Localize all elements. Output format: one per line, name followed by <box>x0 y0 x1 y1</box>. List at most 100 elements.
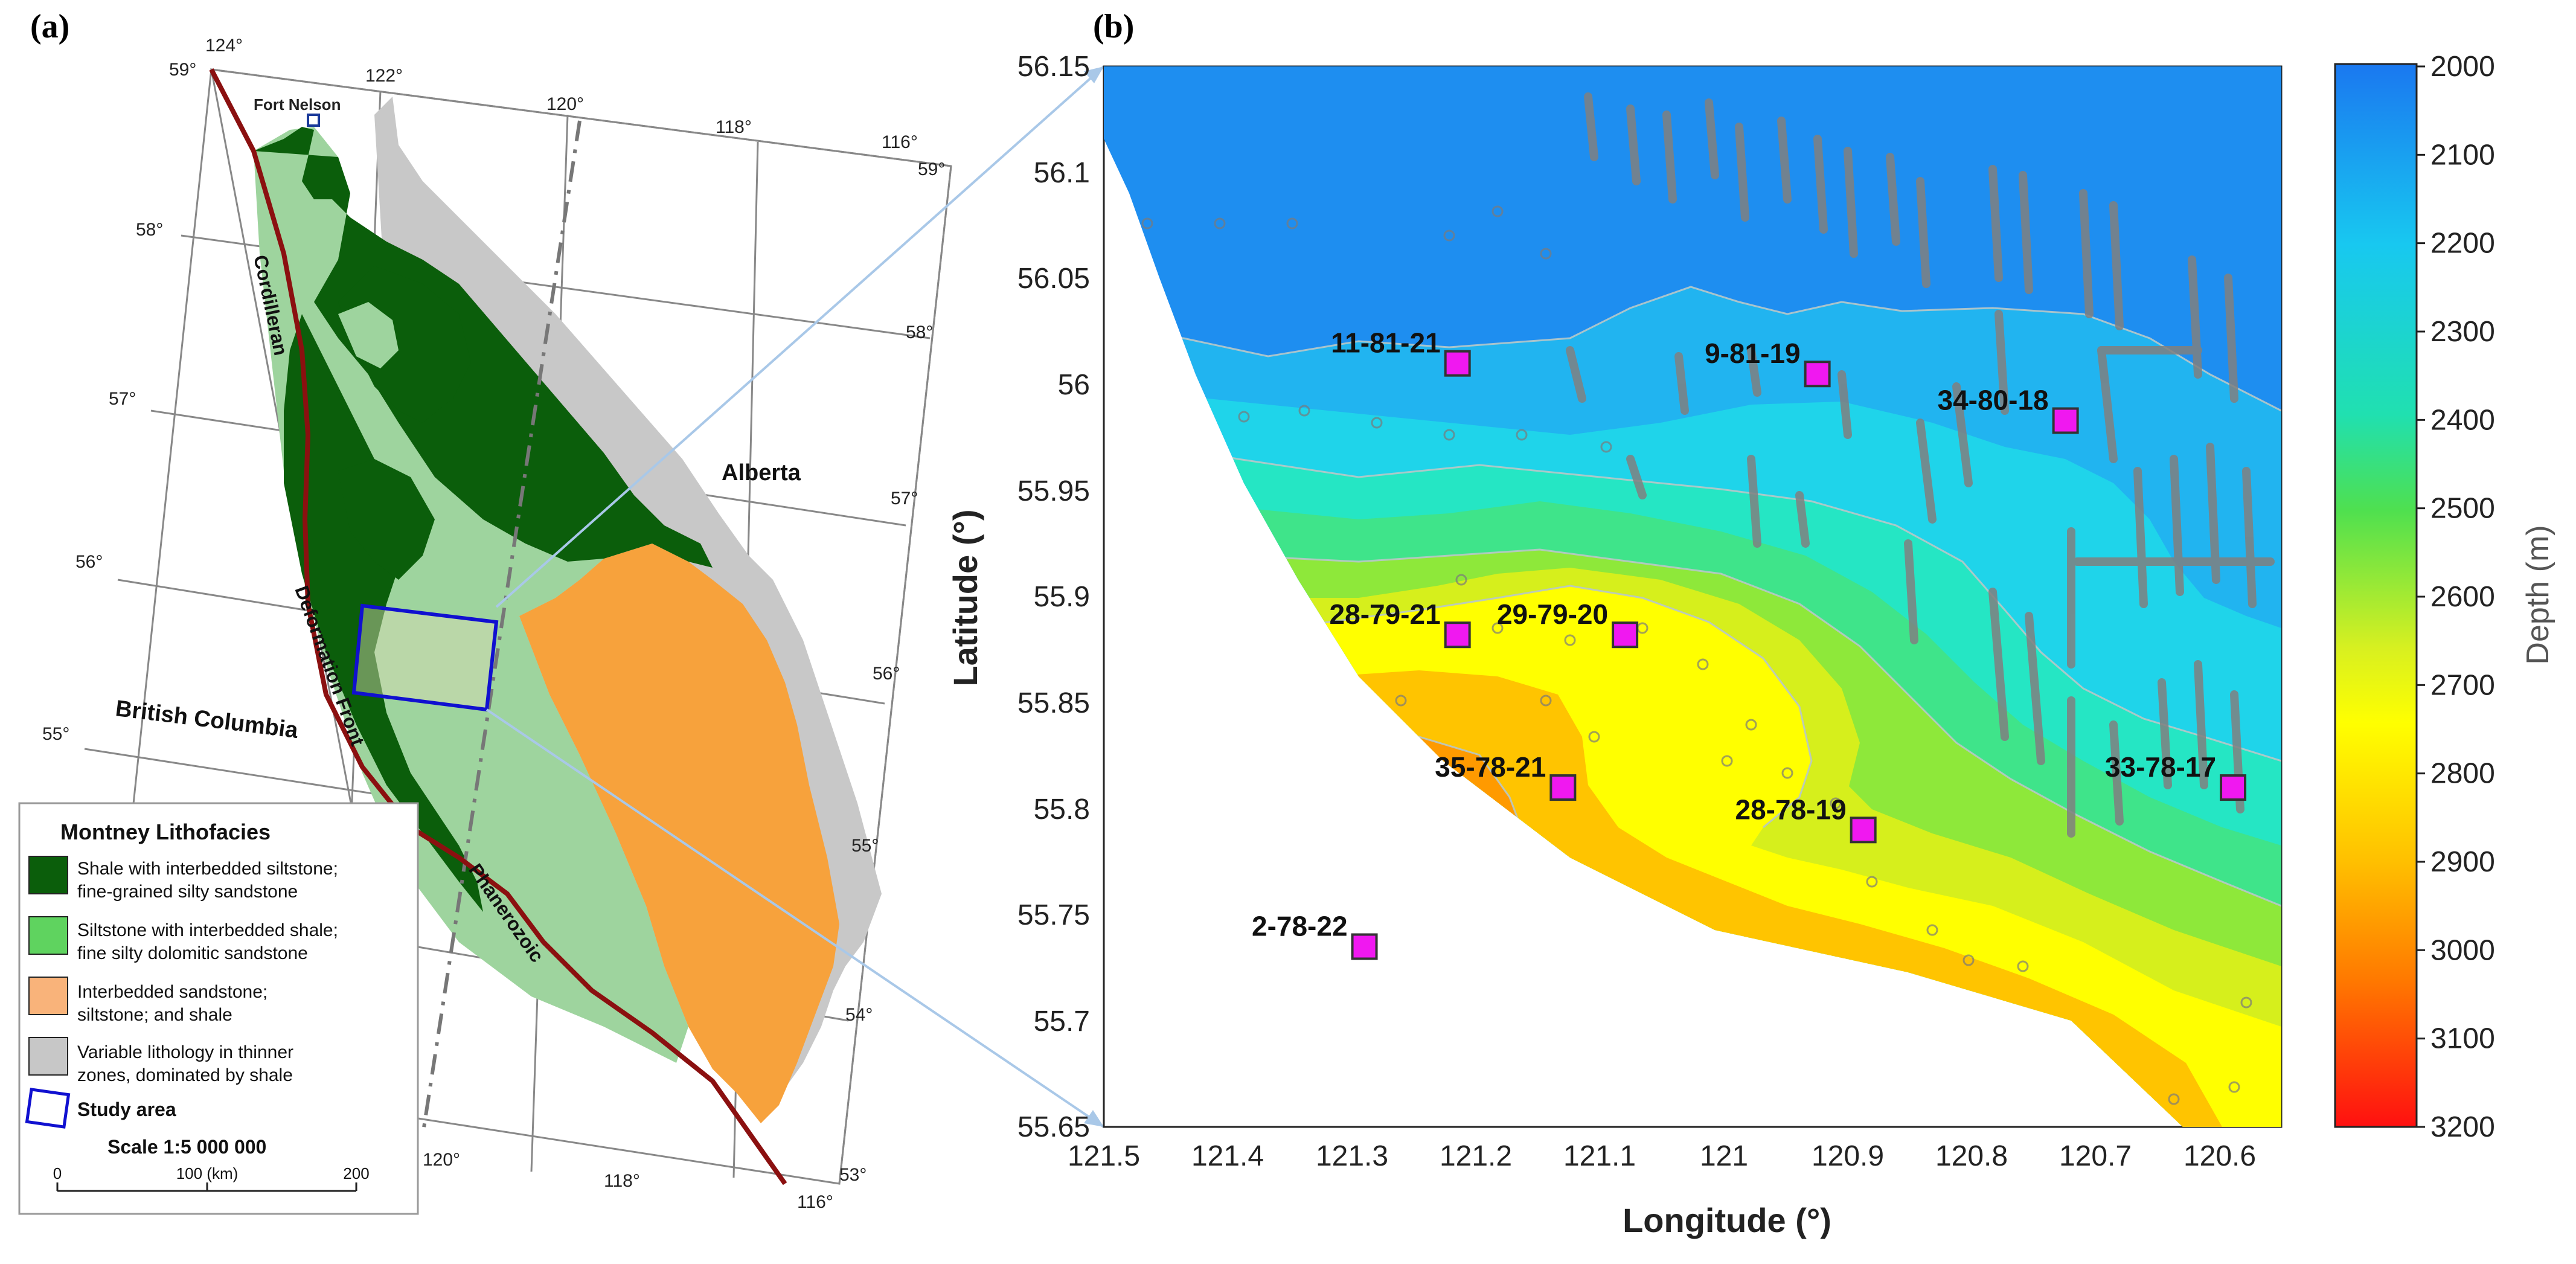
x-tick-120.7: 120.7 <box>2059 1140 2132 1172</box>
panel-a: (a) <box>18 8 1105 1215</box>
lon-label-bottom-120: 120° <box>423 1150 460 1170</box>
well-label-29-79-20: 29-79-20 <box>1497 598 1608 630</box>
x-tick-121: 121 <box>1700 1140 1748 1172</box>
well-marker-35-78-21 <box>1549 774 1577 801</box>
y-tick-56.1: 56.1 <box>1034 157 1090 189</box>
lat-left-55: 55° <box>42 724 69 744</box>
legend-swatch-shale <box>28 856 68 894</box>
y-tick-55.8: 55.8 <box>1034 794 1090 826</box>
colorbar-tick-2700: 2700 <box>2430 669 2495 701</box>
well-marker-11-81-21 <box>1444 350 1471 377</box>
well-label-28-78-19: 28-78-19 <box>1735 794 1847 825</box>
legend: Montney Lithofacies Shale with interbedd… <box>18 802 419 1215</box>
graticule-labels: 124° 122° 120° 118° 116° 120° 118° 116° … <box>42 36 945 1212</box>
well-dots <box>1141 205 2252 1105</box>
study-area-box <box>351 603 499 712</box>
colorbar: 2000 2100 2200 2300 2400 2500 2600 2700 2800 2900… <box>2334 51 2555 1143</box>
colorbar-tick-2600: 2600 <box>2430 581 2495 613</box>
colorbar-ticks: 2000 2100 2200 2300 2400 2500 2600 2700 2800 2900… <box>2417 51 2495 1143</box>
legend-swatch-siltstone <box>28 916 68 955</box>
x-tick-121.4: 121.4 <box>1191 1140 1264 1172</box>
well-label-9-81-19: 9-81-19 <box>1705 338 1801 369</box>
lat-left-57: 57° <box>109 389 136 409</box>
x-tick-121.5: 121.5 <box>1068 1140 1140 1172</box>
colorbar-tick-2900: 2900 <box>2430 846 2495 878</box>
x-tick-120.6: 120.6 <box>2184 1140 2256 1172</box>
colorbar-tick-2400: 2400 <box>2430 404 2495 436</box>
well-marker-2-78-22 <box>1351 933 1378 960</box>
well-marker-28-78-19 <box>1850 816 1877 844</box>
british-columbia-label: British Columbia <box>114 696 300 743</box>
scale-tick-0: 0 <box>53 1164 62 1182</box>
lat-right-58: 58° <box>906 322 933 342</box>
lat-right-57: 57° <box>891 489 918 508</box>
well-label-33-78-17: 33-78-17 <box>2105 751 2216 783</box>
connector-arrow-top <box>1084 66 1104 83</box>
lat-right-56: 56° <box>873 664 900 684</box>
deformation-front-line <box>209 68 787 1185</box>
legend-item-1-line2: fine-grained silty sandstone <box>77 882 298 902</box>
y-tick-55.9: 55.9 <box>1034 581 1090 613</box>
panel-b: (b) <box>946 8 2555 1239</box>
wells-layer: 11-81-21 9-81-19 34-80-18 28-79-21 29-79-20 3… <box>1252 327 2247 960</box>
well-marker-9-81-19 <box>1804 361 1831 388</box>
connector-bottom <box>485 708 1105 1128</box>
legend-item-2-line1: Siltstone with interbedded shale; <box>77 920 338 940</box>
well-label-34-80-18: 34-80-18 <box>1937 385 2048 416</box>
colorbar-gradient <box>2334 63 2418 1128</box>
legend-item-4-line1: Variable lithology in thinner <box>77 1042 293 1062</box>
legend-swatch-sandstone <box>28 977 68 1015</box>
lon-label-122: 122° <box>365 66 403 86</box>
y-tick-56: 56 <box>1058 369 1090 401</box>
colorbar-tick-3200: 3200 <box>2430 1111 2495 1143</box>
well-label-11-81-21: 11-81-21 <box>1331 327 1441 359</box>
connector-arrow-bottom <box>1084 1110 1104 1127</box>
scale-tick-100: 100 (km) <box>176 1164 239 1182</box>
x-tick-121.2: 121.2 <box>1440 1140 1512 1172</box>
lon-label-118: 118° <box>716 117 752 137</box>
y-tick-55.75: 55.75 <box>1017 899 1090 931</box>
legend-swatch-study-area <box>25 1088 71 1129</box>
lat-right-54: 54° <box>845 1005 873 1025</box>
colorbar-tick-2100: 2100 <box>2430 139 2495 171</box>
orange-lithology-zone <box>519 544 839 1123</box>
legend-item-1-line1: Shale with interbedded siltstone; <box>77 859 338 879</box>
y-tick-56.15: 56.15 <box>1017 51 1090 83</box>
lon-label-120: 120° <box>546 94 584 114</box>
dash-dot-line <box>421 120 582 1136</box>
y-ticks: 56.15 56.1 56.05 56 55.95 55.9 55.85 55.… <box>1017 51 1090 1143</box>
scale-text: Scale 1:5 000 000 <box>107 1136 266 1158</box>
fort-nelson-label: Fort Nelson <box>254 95 341 114</box>
dark-green-lobe-2 <box>338 459 435 580</box>
lon-label-bottom-116: 116° <box>797 1192 833 1212</box>
x-tick-120.9: 120.9 <box>1812 1140 1884 1172</box>
scale-bar <box>56 1182 357 1192</box>
legend-item-2-line2: fine silty dolomitic sandstone <box>77 943 308 963</box>
y-tick-55.95: 55.95 <box>1017 475 1090 507</box>
legend-swatch-variable <box>28 1037 68 1076</box>
alberta-label: Alberta <box>722 460 801 486</box>
well-traces <box>1566 92 2275 838</box>
scale-tick-200: 200 <box>343 1164 369 1182</box>
lon-label-bottom-118: 118° <box>604 1171 640 1191</box>
lat-right-59: 59° <box>918 159 945 179</box>
x-axis-label: Longitude (°) <box>1623 1201 1831 1239</box>
legend-item-4-line2: zones, dominated by shale <box>77 1065 293 1085</box>
x-tick-121.1: 121.1 <box>1563 1140 1636 1172</box>
lat-right-55: 55° <box>851 836 879 856</box>
lon-label-116: 116° <box>882 132 918 152</box>
well-marker-33-78-17 <box>2220 774 2247 801</box>
colorbar-tick-2300: 2300 <box>2430 316 2495 348</box>
well-label-28-79-21: 28-79-21 <box>1330 598 1441 630</box>
colorbar-tick-3100: 3100 <box>2430 1023 2495 1055</box>
legend-item-3-line1: Interbedded sandstone; <box>77 982 268 1002</box>
well-marker-34-80-18 <box>2052 407 2079 434</box>
y-tick-55.65: 55.65 <box>1017 1111 1090 1143</box>
lat-left-56: 56° <box>75 552 103 572</box>
y-tick-56.05: 56.05 <box>1017 263 1090 295</box>
colorbar-tick-3000: 3000 <box>2430 934 2495 966</box>
lat-right-53: 53° <box>839 1165 867 1185</box>
light-green-lithology-zone <box>254 127 688 1063</box>
x-tick-121.3: 121.3 <box>1316 1140 1388 1172</box>
legend-box <box>18 802 419 1215</box>
